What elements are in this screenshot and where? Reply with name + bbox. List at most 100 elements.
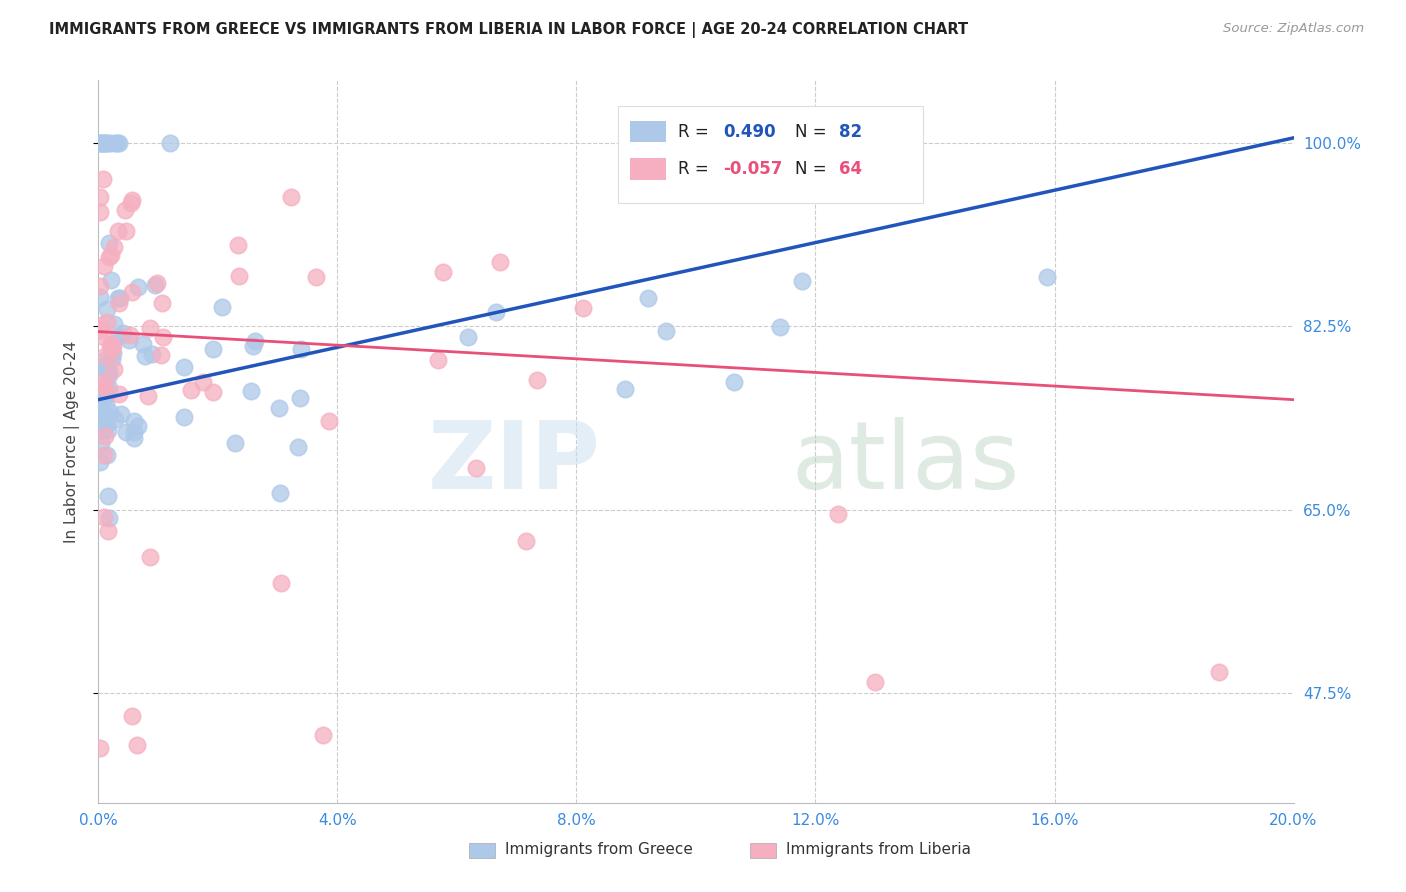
Point — [280, 190, 302, 204]
Point — [173, 359, 195, 374]
Point — [108, 296, 131, 310]
Point — [865, 675, 887, 690]
Point — [139, 549, 162, 564]
Point — [96, 417, 118, 432]
Point — [637, 292, 659, 306]
Point — [287, 440, 309, 454]
Point — [96, 389, 118, 403]
Point — [97, 368, 120, 382]
Text: Immigrants from Greece: Immigrants from Greece — [505, 842, 693, 857]
Point — [202, 385, 225, 400]
Point — [114, 203, 136, 218]
Point — [91, 405, 114, 419]
Point — [91, 392, 114, 407]
Point — [90, 396, 112, 410]
Bar — [630, 158, 666, 180]
Point — [723, 376, 745, 390]
Point — [93, 349, 115, 363]
Point — [93, 509, 115, 524]
Point — [318, 413, 340, 427]
Point — [91, 412, 114, 426]
Point — [655, 325, 678, 339]
Point — [132, 336, 155, 351]
Bar — [630, 120, 666, 143]
Point — [127, 739, 149, 753]
Point — [94, 374, 117, 388]
Point — [98, 136, 121, 150]
Point — [98, 339, 121, 353]
Point — [114, 425, 136, 440]
Point — [121, 285, 143, 299]
Text: -0.057: -0.057 — [724, 161, 783, 178]
Point — [89, 278, 111, 293]
Point — [790, 274, 813, 288]
Point — [96, 524, 118, 538]
Point — [93, 448, 115, 462]
Point — [103, 361, 125, 376]
Point — [127, 419, 149, 434]
Point — [139, 321, 162, 335]
Point — [127, 280, 149, 294]
Text: N =: N = — [796, 161, 832, 178]
Point — [101, 352, 124, 367]
Point — [305, 270, 328, 285]
Point — [94, 358, 117, 372]
Point — [98, 404, 121, 418]
Point — [98, 381, 121, 395]
Point — [90, 436, 112, 450]
Point — [96, 449, 118, 463]
Point — [96, 315, 118, 329]
Point — [108, 387, 131, 401]
Text: atlas: atlas — [792, 417, 1019, 509]
Point — [152, 329, 174, 343]
Point — [90, 136, 112, 150]
Point — [485, 304, 508, 318]
Text: 82: 82 — [839, 122, 862, 141]
Point — [97, 511, 120, 525]
Bar — [470, 843, 495, 858]
Point — [94, 363, 117, 377]
Point — [96, 396, 118, 410]
Point — [93, 380, 115, 394]
Point — [110, 291, 132, 305]
Point — [228, 269, 250, 284]
Point — [89, 190, 111, 204]
Point — [103, 240, 125, 254]
Point — [136, 389, 159, 403]
Point — [118, 328, 141, 343]
Point — [159, 136, 181, 150]
Point — [103, 346, 125, 360]
Point — [98, 250, 121, 264]
Point — [290, 343, 312, 357]
Point — [103, 339, 125, 353]
Point — [150, 295, 173, 310]
Point — [465, 461, 488, 475]
Point — [121, 709, 143, 723]
Point — [93, 330, 115, 344]
Point — [489, 254, 512, 268]
Point — [111, 326, 134, 341]
Point — [96, 410, 118, 425]
Point — [457, 330, 479, 344]
Point — [93, 405, 115, 419]
Text: N =: N = — [796, 122, 832, 141]
Point — [107, 136, 129, 150]
Point — [141, 347, 163, 361]
Point — [89, 741, 111, 756]
Point — [572, 301, 595, 315]
Text: Source: ZipAtlas.com: Source: ZipAtlas.com — [1223, 22, 1364, 36]
Point — [269, 485, 291, 500]
Point — [96, 384, 118, 398]
Point — [91, 172, 114, 186]
Text: R =: R = — [678, 161, 714, 178]
Text: R =: R = — [678, 122, 714, 141]
Point — [115, 224, 138, 238]
Point — [145, 276, 167, 290]
Point — [96, 302, 118, 317]
Point — [100, 336, 122, 351]
Text: ZIP: ZIP — [427, 417, 600, 509]
Text: IMMIGRANTS FROM GREECE VS IMMIGRANTS FROM LIBERIA IN LABOR FORCE | AGE 20-24 COR: IMMIGRANTS FROM GREECE VS IMMIGRANTS FRO… — [49, 22, 969, 38]
Point — [110, 407, 132, 421]
Point — [104, 412, 127, 426]
Point — [94, 136, 117, 150]
